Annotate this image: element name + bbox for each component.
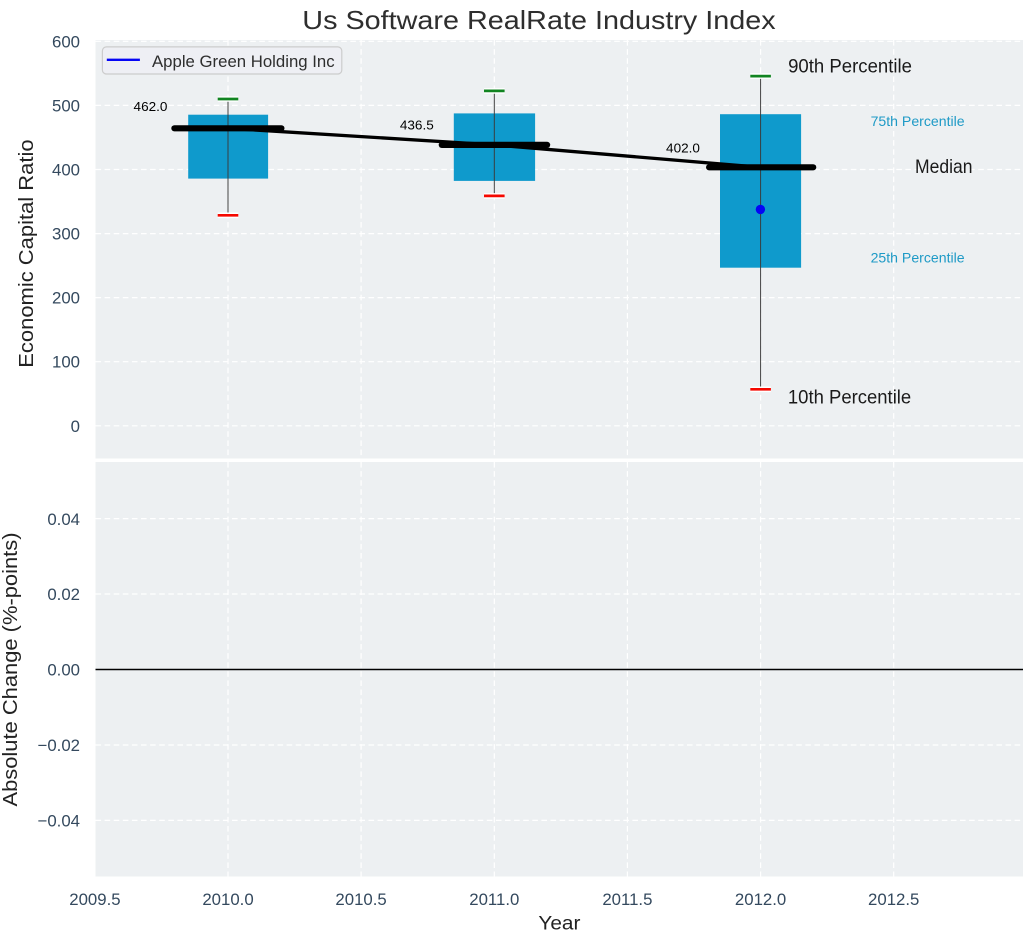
svg-text:90th Percentile: 90th Percentile — [788, 55, 912, 77]
svg-text:10th Percentile: 10th Percentile — [788, 387, 911, 409]
svg-text:2011.5: 2011.5 — [602, 890, 652, 909]
svg-text:−0.02: −0.02 — [38, 736, 80, 755]
svg-text:−0.04: −0.04 — [38, 812, 80, 831]
svg-text:2009.5: 2009.5 — [69, 890, 120, 909]
svg-text:462.0: 462.0 — [134, 99, 168, 114]
svg-text:2010.0: 2010.0 — [202, 890, 253, 909]
svg-text:Apple Green Holding Inc: Apple Green Holding Inc — [152, 52, 335, 71]
svg-text:Economic Capital Ratio: Economic Capital Ratio — [16, 139, 38, 367]
svg-text:0.02: 0.02 — [47, 585, 80, 604]
svg-text:2011.0: 2011.0 — [469, 890, 519, 909]
svg-text:436.5: 436.5 — [400, 118, 434, 133]
svg-text:400: 400 — [52, 161, 80, 180]
svg-text:Absolute Change (%-points): Absolute Change (%-points) — [0, 533, 22, 807]
svg-text:75th Percentile: 75th Percentile — [871, 114, 965, 129]
svg-text:0.00: 0.00 — [47, 661, 80, 680]
svg-text:100: 100 — [52, 353, 80, 372]
svg-text:200: 200 — [52, 289, 80, 308]
svg-text:2010.5: 2010.5 — [335, 890, 386, 909]
svg-text:402.0: 402.0 — [666, 140, 700, 155]
svg-text:600: 600 — [52, 32, 80, 51]
svg-text:Us Software RealRate Industry: Us Software RealRate Industry Index — [302, 5, 775, 35]
svg-text:500: 500 — [52, 96, 80, 115]
svg-text:0: 0 — [71, 417, 80, 436]
svg-text:Year: Year — [538, 914, 581, 935]
svg-text:2012.0: 2012.0 — [735, 890, 786, 909]
svg-text:0.04: 0.04 — [47, 510, 80, 529]
svg-text:300: 300 — [52, 225, 80, 244]
svg-text:Median: Median — [915, 156, 973, 178]
svg-text:2012.5: 2012.5 — [868, 890, 919, 909]
svg-text:25th Percentile: 25th Percentile — [871, 251, 965, 266]
